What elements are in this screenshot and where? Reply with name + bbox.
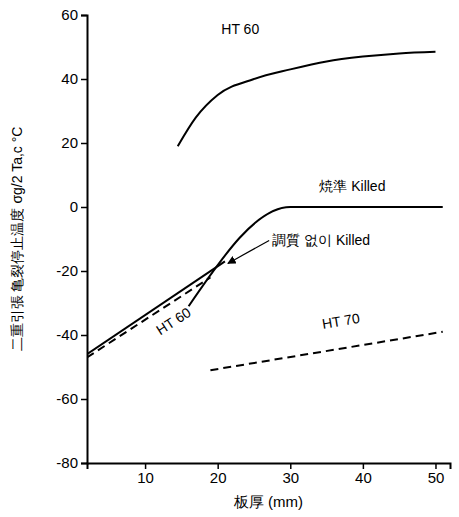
y-axis: -80 -60 -40 -20 0 20 40 60 xyxy=(56,6,87,471)
chart: 10 20 30 40 50 -80 -60 -40 -20 0 20 40 60 板厚 (mm) 二重引張… xyxy=(0,0,459,517)
x-tick-label: 30 xyxy=(282,469,299,486)
y-tick: -60 xyxy=(56,390,87,407)
y-tick-mark xyxy=(81,463,87,465)
series-line xyxy=(189,207,443,306)
line-labels: HT 60 焼準 Killed 調質 없이 Killed HT 60 HT 70 xyxy=(153,21,385,338)
line-label: 焼準 Killed xyxy=(319,178,385,194)
x-tick: 10 xyxy=(137,463,154,486)
series-line xyxy=(210,332,442,370)
y-tick-mark xyxy=(81,15,87,17)
y-tick-mark xyxy=(81,335,87,337)
plot-area xyxy=(87,52,443,370)
series-line xyxy=(178,52,436,146)
line-label: 調質 없이 Killed xyxy=(272,232,370,248)
y-tick: -40 xyxy=(56,326,87,343)
y-tick-label: -60 xyxy=(56,390,78,407)
y-tick-label: -40 xyxy=(56,326,78,343)
y-tick: -80 xyxy=(56,454,87,471)
y-tick-label: -20 xyxy=(56,262,78,279)
y-tick-label: 40 xyxy=(61,70,78,87)
x-tick: 40 xyxy=(355,463,372,486)
y-tick-label: -80 xyxy=(56,454,78,471)
y-tick-mark xyxy=(81,399,87,401)
line-label: HT 60 xyxy=(221,21,259,37)
y-tick-label: 0 xyxy=(70,198,78,215)
y-tick: 60 xyxy=(61,6,87,23)
line-label: HT 70 xyxy=(321,310,361,332)
x-axis-title: 板厚 (mm) xyxy=(233,493,303,510)
y-tick-label: 60 xyxy=(61,6,78,23)
line-label: HT 60 xyxy=(153,304,194,338)
y-tick: -20 xyxy=(56,262,87,279)
x-tick-label: 40 xyxy=(355,469,372,486)
x-tick: 20 xyxy=(210,463,227,486)
y-tick-label: 20 xyxy=(61,134,78,151)
y-tick-mark xyxy=(81,79,87,81)
series-line xyxy=(87,277,210,357)
series-line xyxy=(87,261,225,354)
y-tick: 0 xyxy=(70,198,87,215)
y-tick: 20 xyxy=(61,134,87,151)
x-tick-label: 50 xyxy=(428,469,445,486)
x-tick: 30 xyxy=(282,463,299,486)
x-tick-label: 20 xyxy=(210,469,227,486)
label-arrow xyxy=(228,240,269,263)
y-tick-mark xyxy=(81,271,87,273)
y-axis-title: 二重引張 亀裂停止温度 σg/2 Ta,c °C xyxy=(9,127,25,352)
y-axis-line xyxy=(81,16,88,464)
x-axis: 10 20 30 40 50 xyxy=(88,463,451,486)
x-tick: 50 xyxy=(428,463,445,486)
x-tick-label: 10 xyxy=(137,469,154,486)
y-tick: 40 xyxy=(61,70,87,87)
y-tick-mark xyxy=(81,207,87,209)
y-tick-mark xyxy=(81,143,87,145)
